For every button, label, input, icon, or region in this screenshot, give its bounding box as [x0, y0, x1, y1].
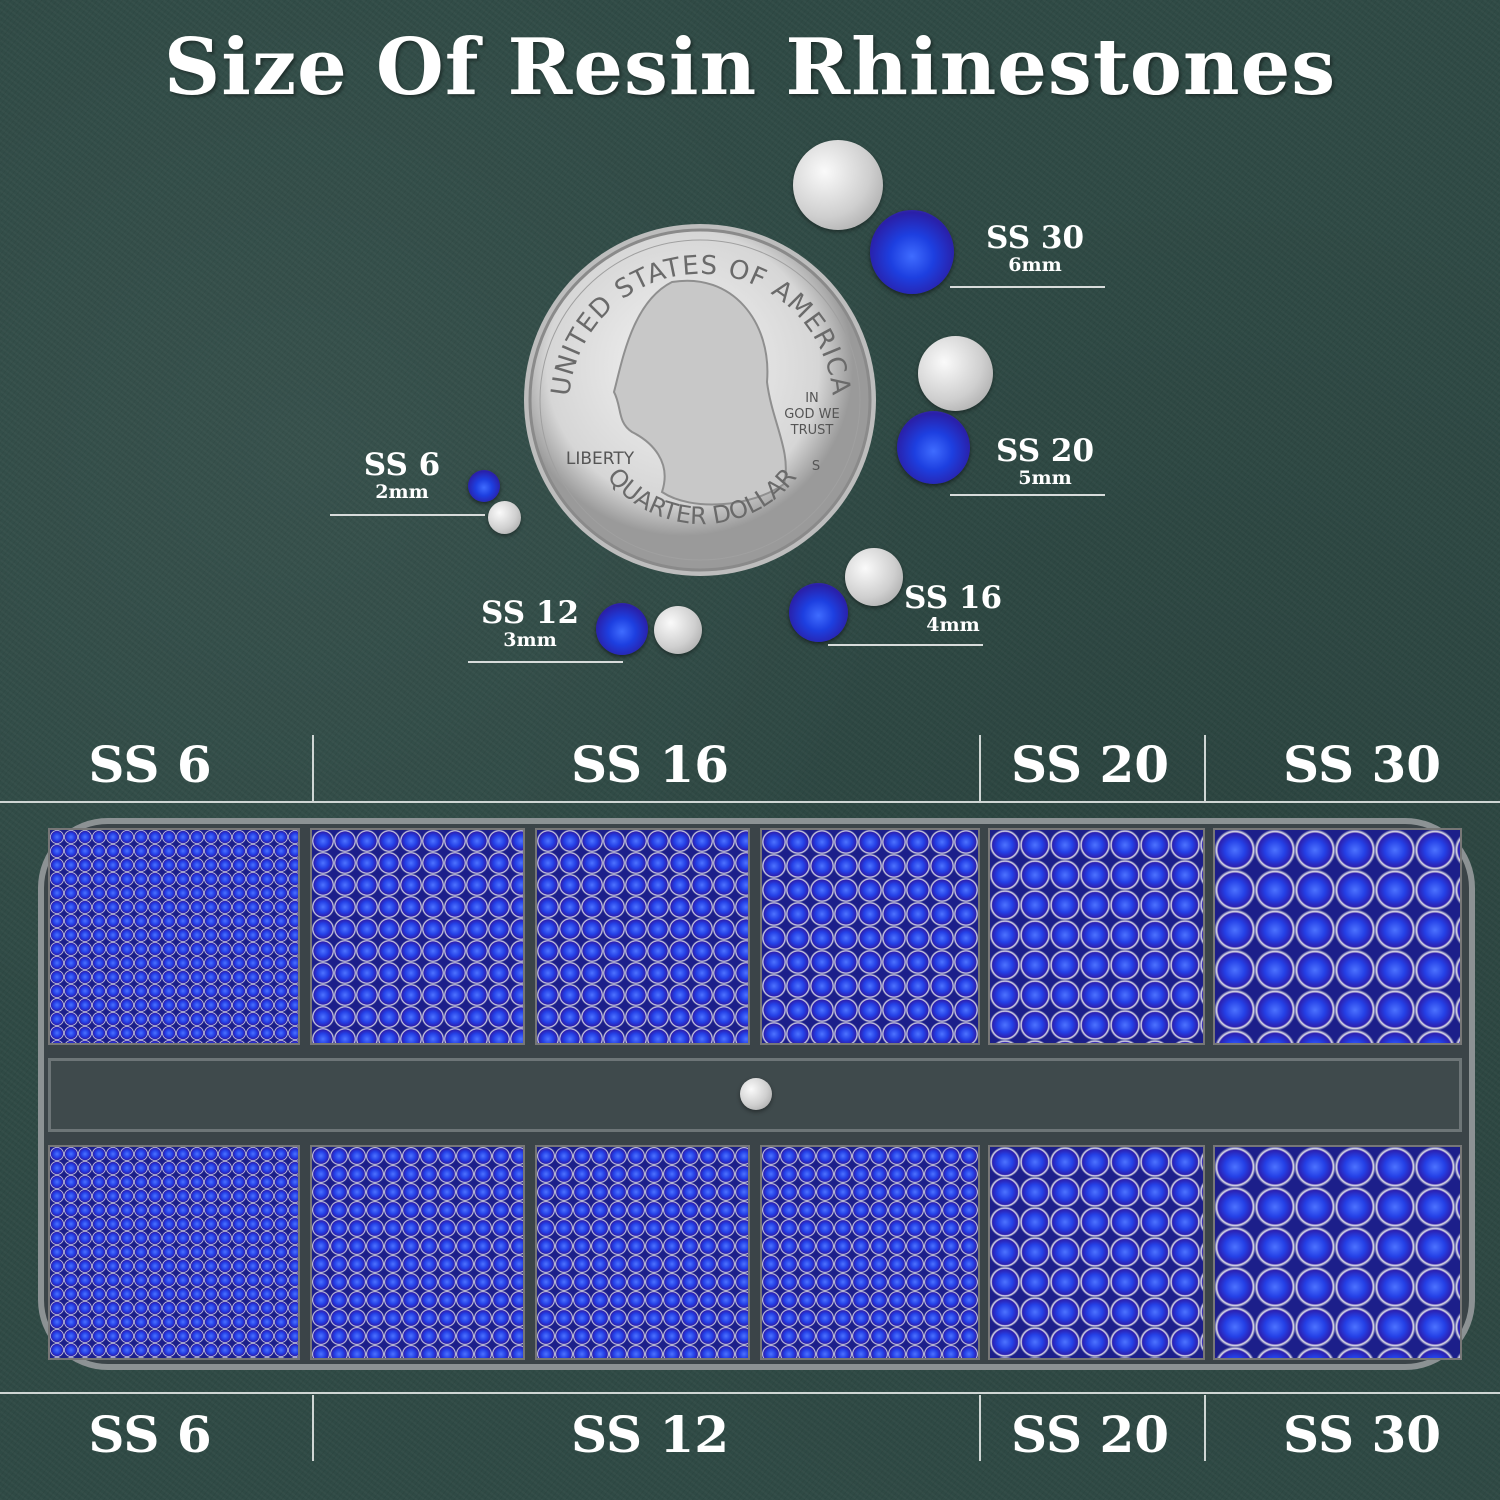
silver-back-ss16: [845, 548, 903, 606]
divider: [312, 1395, 314, 1461]
divider: [1204, 735, 1206, 801]
tray-bottom-label-3: SS 20: [1010, 1405, 1170, 1464]
tray-top-label-3: SS 20: [1010, 735, 1170, 794]
tray-compartment: [988, 828, 1205, 1045]
top-divider-line: [0, 801, 1500, 803]
tray-compartment: [535, 1145, 750, 1360]
tray-top-label-1: SS 6: [88, 735, 212, 794]
tray-compartment: [535, 828, 750, 1045]
tray-compartment: [1213, 828, 1462, 1045]
rhinestone-ss12: [596, 603, 648, 655]
tray-compartment: [310, 1145, 525, 1360]
underline-ss12: [468, 661, 623, 663]
tray-compartment: [1213, 1145, 1462, 1360]
coin-liberty: LIBERTY: [566, 449, 635, 469]
tray-compartment: [48, 1145, 300, 1360]
label-ss20: SS 20 5mm: [995, 433, 1095, 489]
tray-bottom-label-4: SS 30: [1282, 1405, 1442, 1464]
coin-motto-1: IN: [805, 391, 819, 406]
divider: [1204, 1395, 1206, 1461]
quarter-coin: UNITED STATES OF AMERICA QUARTER DOLLAR …: [524, 224, 876, 576]
underline-ss16: [828, 644, 983, 646]
silver-back-ss20: [918, 336, 993, 411]
tray-compartment: [310, 828, 525, 1045]
page-title: Size Of Resin Rhinestones: [163, 22, 1337, 113]
tray-latch: [740, 1078, 772, 1110]
label-ss30: SS 30 6mm: [985, 220, 1085, 276]
tray-compartment: [48, 828, 300, 1045]
tray-compartment: [760, 828, 980, 1045]
tray-top-label-4: SS 30: [1282, 735, 1442, 794]
coin-mint: S: [812, 459, 820, 474]
coin-motto-3: TRUST: [790, 423, 834, 438]
rhinestone-ss20: [897, 411, 970, 484]
label-ss12: SS 12 3mm: [480, 595, 580, 651]
tray-bottom-label-1: SS 6: [88, 1405, 212, 1464]
bottom-divider-line: [0, 1392, 1500, 1394]
tray-bottom-label-2: SS 12: [570, 1405, 730, 1464]
divider: [312, 735, 314, 801]
tray-compartment: [988, 1145, 1205, 1360]
rhinestone-ss6: [468, 470, 500, 502]
label-ss6: SS 6 2mm: [363, 447, 441, 503]
tray-compartment: [760, 1145, 980, 1360]
underline-ss6: [330, 514, 485, 516]
coin-motto-2: GOD WE: [784, 407, 840, 422]
label-ss16: SS 16 4mm: [903, 580, 1003, 636]
silver-back-ss30: [793, 140, 883, 230]
silver-back-ss6: [488, 501, 521, 534]
divider: [979, 735, 981, 801]
tray-top-label-2: SS 16: [570, 735, 730, 794]
underline-ss20: [950, 494, 1105, 496]
underline-ss30: [950, 286, 1105, 288]
divider: [979, 1395, 981, 1461]
silver-back-ss12: [654, 606, 702, 654]
rhinestone-ss30: [870, 210, 954, 294]
rhinestone-ss16: [789, 583, 848, 642]
